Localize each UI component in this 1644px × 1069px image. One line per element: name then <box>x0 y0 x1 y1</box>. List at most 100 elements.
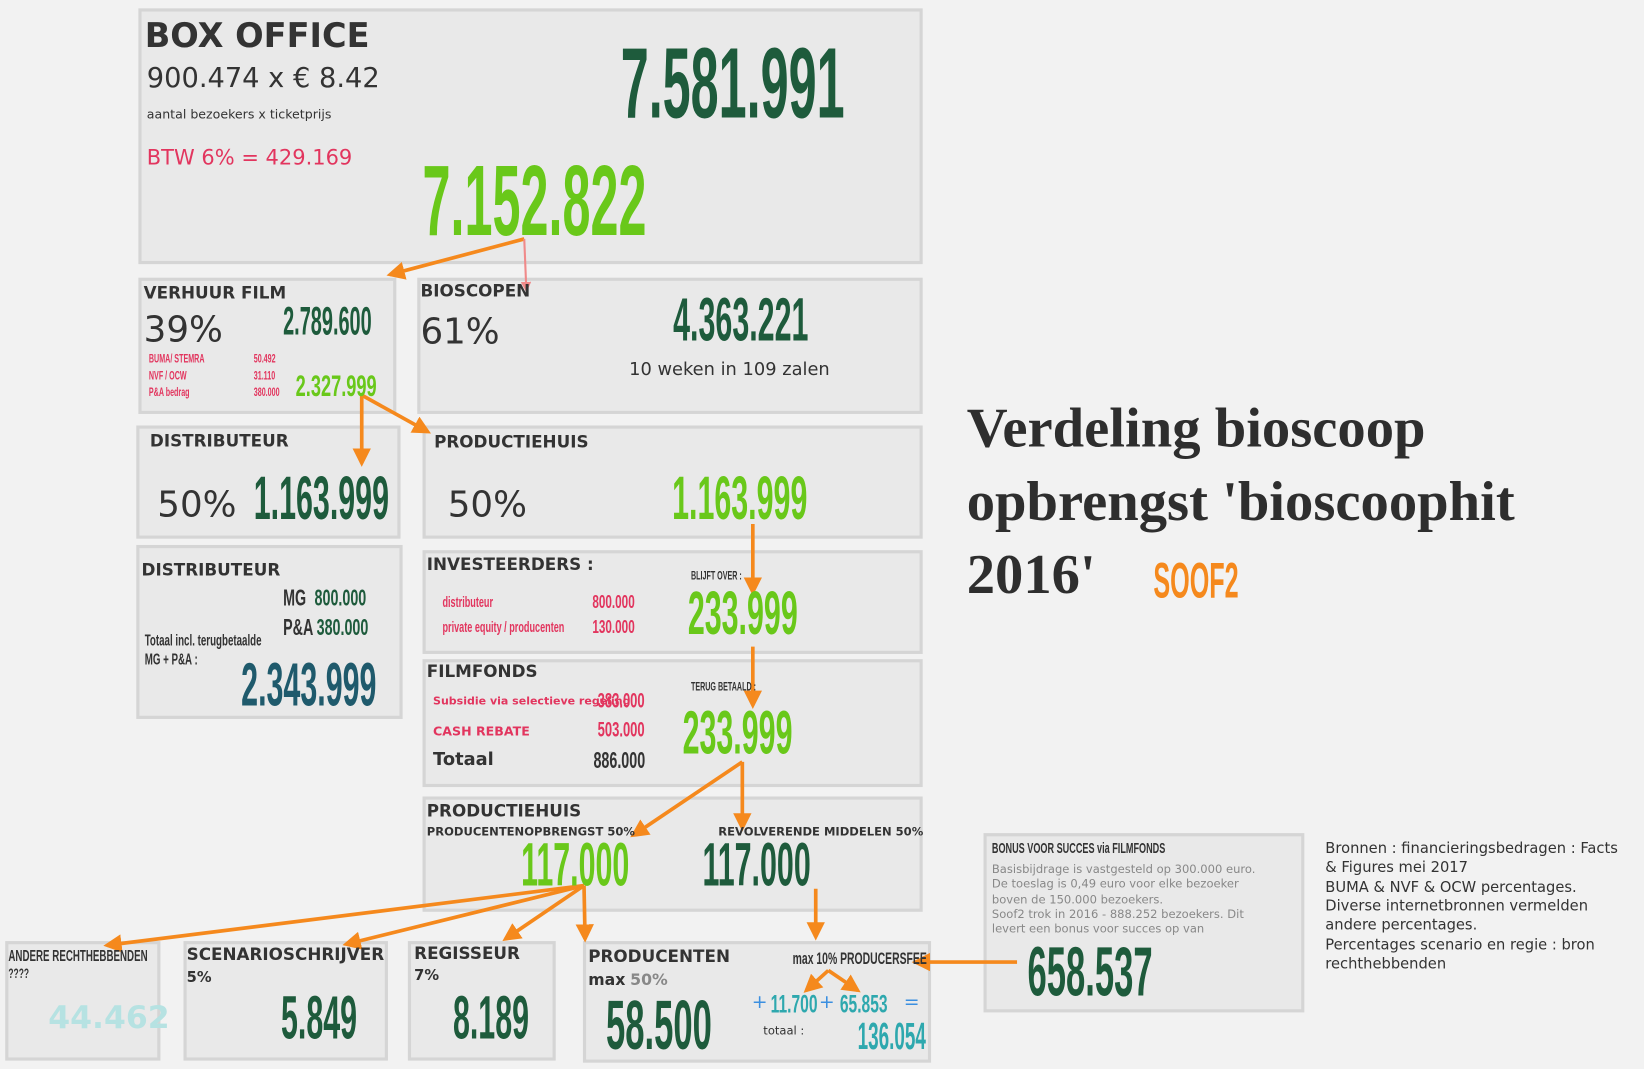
recipient-amount: 44.462 <box>48 999 170 1037</box>
note: 10 weken in 109 zalen <box>629 359 830 381</box>
gross-amount: 7.581.991 <box>620 27 845 140</box>
percent: 39% <box>143 309 223 352</box>
recipient <box>5 941 161 1061</box>
bonus <box>983 833 1305 1013</box>
repaid-label: TERUG BETAALD : <box>690 681 756 694</box>
recipient <box>407 941 556 1061</box>
flow-arrows <box>103 237 1018 993</box>
amount: 1.163.999 <box>253 464 390 533</box>
recipient-label: ANDERE RECHTHEBBENDEN <box>8 947 148 966</box>
productiehuis-share <box>422 425 923 539</box>
recipient-label: REGISSEUR <box>414 943 520 964</box>
remainder-label: BLIJFT OVER : <box>690 570 742 583</box>
box-heading: BIOSCOPEN <box>420 280 531 301</box>
recipient <box>183 941 388 1061</box>
box-heading: BOX OFFICE <box>144 15 370 56</box>
formula-note: aantal bezoekers x ticketprijs <box>146 106 332 122</box>
net-amount: 7.152.822 <box>422 144 647 257</box>
amount: 4.363.221 <box>673 286 809 355</box>
source-text: Percentages scenario en regie : bron rec… <box>1325 936 1595 973</box>
total: 2.343.999 <box>241 650 377 719</box>
title-line: opbrengst 'bioscoophit <box>966 469 1515 533</box>
box-heading: INVESTEERDERS : <box>426 554 594 575</box>
recipient-amount: 8.189 <box>452 984 530 1053</box>
bonus-text: Basisbijdrage is vastgesteld op 300.000 … <box>991 862 1256 907</box>
item-amount: 800.000 <box>314 584 367 611</box>
item-label: distributeur <box>442 593 494 610</box>
sum-part: + <box>818 991 835 1014</box>
distributeur-total <box>136 544 403 719</box>
amount: 58.500 <box>606 986 712 1064</box>
source-text: BUMA & NVF & OCW percentages. Diverse in… <box>1325 879 1589 935</box>
item-amount: 380.000 <box>316 614 369 641</box>
filmfonds <box>422 659 923 788</box>
box-heading: DISTRIBUTEUR <box>141 559 281 580</box>
total: 136.054 <box>857 1014 926 1058</box>
box-heading: PRODUCTIEHUIS <box>426 800 582 821</box>
percent: 50% <box>447 484 527 527</box>
box-heading: PRODUCENTEN <box>588 946 730 967</box>
item-label: Totaal <box>433 749 494 771</box>
sum-part: 65.853 <box>839 990 888 1019</box>
productiehuis-split <box>422 796 923 912</box>
deduction-label: NVF / OCW <box>148 369 187 383</box>
sum-part: + <box>751 991 768 1014</box>
bonus-text: Soof2 trok in 2016 - 888.252 bezoekers. … <box>991 907 1244 937</box>
max-label: max <box>588 970 626 990</box>
total-label: totaal : <box>763 1023 805 1038</box>
percent: 50% <box>157 484 237 527</box>
max-percent: 50% <box>630 970 668 990</box>
repaid: 233.999 <box>682 699 793 768</box>
deduction-amount: 380.000 <box>253 386 280 400</box>
recipient-share: 5% <box>186 969 212 987</box>
remainder: 233.999 <box>687 579 798 648</box>
recipient-label: SCENARIOSCHRIJVER <box>186 944 385 965</box>
title-line: Verdeling bioscoop <box>966 396 1426 460</box>
revolving-amount: 117.000 <box>702 831 811 900</box>
item-label: private equity / producenten <box>442 618 565 636</box>
item-label: P&A <box>283 614 314 641</box>
source-text: Bronnen : financieringsbedragen : Facts … <box>1325 840 1618 877</box>
item-label: MG <box>283 584 307 611</box>
item-amount: 886.000 <box>593 747 646 774</box>
deduction-label: P&A bedrag <box>148 386 190 400</box>
item-amount: 130.000 <box>592 616 635 638</box>
recipient-amount: 5.849 <box>280 984 358 1053</box>
box-heading: PRODUCTIEHUIS <box>434 431 589 452</box>
vat: BTW 6% = 429.169 <box>146 144 353 170</box>
investeerders <box>422 550 923 654</box>
amount: 1.163.999 <box>672 464 808 533</box>
bonus-amount: 658.537 <box>1027 932 1153 1011</box>
film-name: SOOF2 <box>1153 553 1239 609</box>
sum-part: 11.700 <box>770 990 818 1019</box>
remainder: 2.327.999 <box>295 369 377 403</box>
total-label: MG + P&A : <box>144 650 198 669</box>
bonus-heading: BONUS VOOR SUCCES via FILMFONDS <box>991 839 1166 857</box>
item-amount: 383.000 <box>597 689 645 713</box>
box-heading: DISTRIBUTEUR <box>149 430 289 451</box>
item-amount: 800.000 <box>592 591 635 613</box>
item-amount: 503.000 <box>597 718 645 742</box>
box-heading: VERHUUR FILM <box>143 282 287 303</box>
recipient-share: ???? <box>8 965 30 981</box>
revolving-label: REVOLVERENDE MIDDELEN 50% <box>718 824 924 839</box>
deduction-amount: 31.110 <box>253 369 276 383</box>
vat-arrow <box>520 238 532 293</box>
box-heading: FILMFONDS <box>426 661 538 682</box>
producer-amount: 117.000 <box>521 831 630 900</box>
title-line: 2016' <box>966 542 1096 606</box>
deduction-label: BUMA/ STEMRA <box>148 353 205 366</box>
item-label: Subsidie via selectieve regeling <box>433 694 631 708</box>
recipient-share: 7% <box>414 967 440 985</box>
percent: 61% <box>420 311 500 354</box>
box-office <box>138 8 923 265</box>
formula: 900.474 x € 8.42 <box>146 62 380 95</box>
item-label: CASH REBATE <box>433 724 530 739</box>
deduction-amount: 50.492 <box>253 353 276 366</box>
sum-part: = <box>903 991 920 1014</box>
producer-label: PRODUCENTENOPBRENGST 50% <box>426 824 635 839</box>
verhuur-film <box>138 277 397 414</box>
